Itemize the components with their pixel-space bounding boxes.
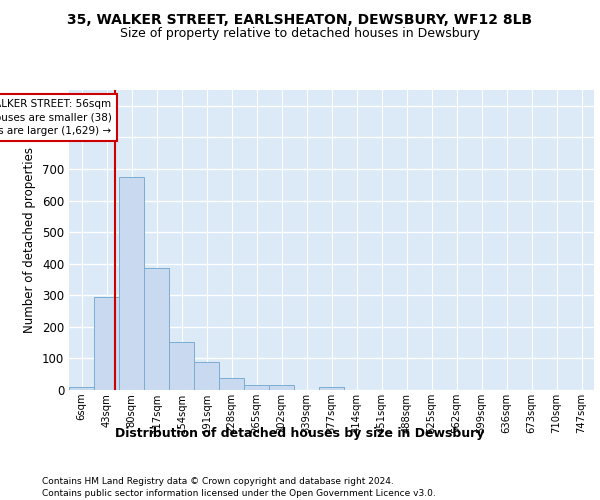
Text: Size of property relative to detached houses in Dewsbury: Size of property relative to detached ho…: [120, 28, 480, 40]
Bar: [119, 177, 144, 390]
Text: 35 WALKER STREET: 56sqm
← 2% of detached houses are smaller (38)
98% of semi-det: 35 WALKER STREET: 56sqm ← 2% of detached…: [0, 100, 112, 136]
Bar: [144, 268, 169, 390]
Bar: [219, 378, 244, 390]
Bar: [69, 387, 94, 390]
Bar: [94, 297, 119, 390]
Text: Contains HM Land Registry data © Crown copyright and database right 2024.: Contains HM Land Registry data © Crown c…: [42, 478, 394, 486]
Bar: [269, 385, 294, 390]
Bar: [194, 362, 219, 390]
Y-axis label: Number of detached properties: Number of detached properties: [23, 147, 37, 333]
Bar: [244, 384, 269, 390]
Text: 35, WALKER STREET, EARLSHEATON, DEWSBURY, WF12 8LB: 35, WALKER STREET, EARLSHEATON, DEWSBURY…: [67, 12, 533, 26]
Text: Distribution of detached houses by size in Dewsbury: Distribution of detached houses by size …: [115, 428, 485, 440]
Bar: [169, 342, 194, 390]
Bar: [319, 386, 344, 390]
Text: Contains public sector information licensed under the Open Government Licence v3: Contains public sector information licen…: [42, 489, 436, 498]
